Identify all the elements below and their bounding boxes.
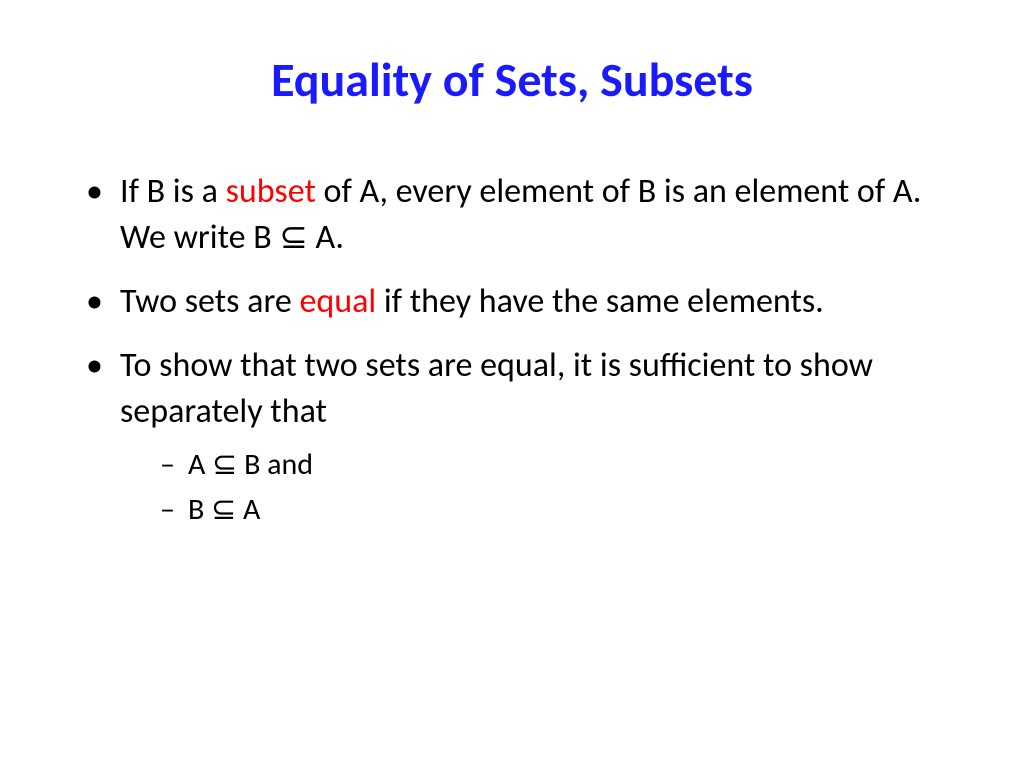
subset-symbol: ⊆: [279, 219, 308, 256]
text-run: To show that two sets are equal, it is s…: [120, 345, 873, 432]
text-run: B: [188, 491, 211, 528]
text-run: Two sets are: [120, 281, 299, 322]
text-run: A: [188, 446, 212, 483]
text-run: A.: [308, 217, 344, 258]
text-run: A: [236, 491, 260, 528]
bullet-item: Two sets are equal if they have the same…: [80, 279, 964, 325]
bullet-list: If B is a subset of A, every element of …: [60, 169, 964, 532]
text-run: B and: [237, 446, 313, 483]
text-run: If B is a: [120, 171, 226, 212]
bullet-item: To show that two sets are equal, it is s…: [80, 343, 964, 533]
text-run: if they have the same elements.: [376, 281, 824, 322]
highlight-word: subset: [226, 171, 316, 212]
sub-bullet-item: A ⊆ B and: [160, 442, 964, 487]
subset-symbol: ⊆: [212, 448, 237, 481]
highlight-word: equal: [299, 281, 376, 322]
sub-bullet-list: A ⊆ B andB ⊆ A: [120, 442, 964, 532]
sub-bullet-item: B ⊆ A: [160, 487, 964, 532]
bullet-item: If B is a subset of A, every element of …: [80, 169, 964, 261]
slide-title: Equality of Sets, Subsets: [60, 50, 964, 109]
subset-symbol: ⊆: [211, 493, 236, 526]
